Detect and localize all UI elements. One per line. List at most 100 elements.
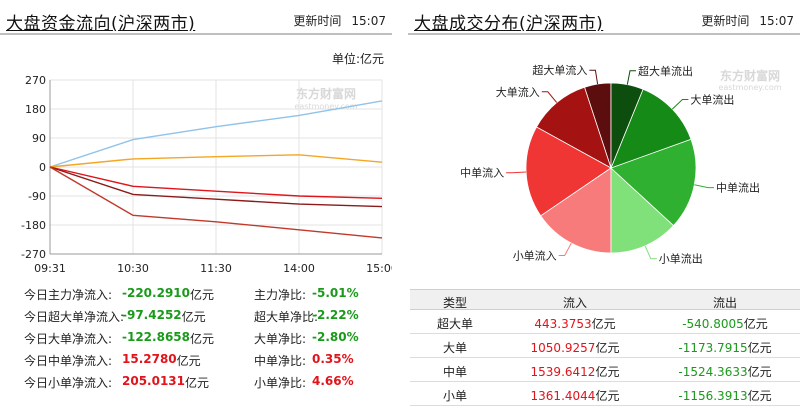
pie-label: 大单流入 [496, 85, 540, 99]
distribution-title[interactable]: 大盘成交分布(沪深两市) [414, 14, 604, 34]
table-row: 大单 1050.9257亿元 -1173.7915亿元 [410, 335, 800, 358]
y-tick-label: 90 [32, 132, 46, 145]
outflow-unit: 亿元 [747, 365, 772, 379]
header-divider [0, 33, 392, 35]
stat-ratio-value: 0.35% [312, 352, 354, 366]
pie-slice [535, 86, 612, 169]
pie-slice [610, 82, 644, 169]
table-header-cell: 类型 [442, 296, 467, 310]
table-cell-out: -1524.3633亿元 [650, 363, 800, 380]
stat-ratio-value: 4.66% [312, 374, 354, 388]
stat-label: 今日小单净流入: [24, 376, 113, 390]
stat-unit: 亿元 [185, 376, 210, 390]
watermark-text: 东方财富网 [720, 68, 780, 83]
stat-ratio-label: 大单净比: [254, 332, 307, 346]
table-cell-type: 中单 [442, 365, 467, 379]
stat-ratio-label: 小单净比: [254, 376, 307, 390]
pie-label: 小单流入 [513, 249, 557, 263]
table-cell-in: 443.3753亿元 [500, 315, 650, 332]
stat-ratio-label: 中单净比: [254, 354, 307, 368]
fund-flow-panel: 大盘资金流向(沪深两市) 更新时间 15:07 单位:亿元 东方财富网 eastmo… [0, 0, 392, 407]
stat-value: 205.0131 [122, 374, 186, 388]
table-cell-out: -1173.7915亿元 [650, 339, 800, 356]
stat-ratio-label: 主力净比: [254, 288, 307, 302]
stat-row: 今日小单净流入: 205.0131 亿元 小单净比: 4.66% [0, 370, 392, 392]
series-line-small [49, 100, 383, 168]
stat-ratio-value: -5.01% [312, 286, 359, 300]
table-cell-in: 1361.4044亿元 [500, 387, 650, 404]
x-tick-label: 11:30 [200, 262, 232, 275]
table-cell-in: 1050.9257亿元 [500, 339, 650, 356]
update-time-value: 15:07 [759, 14, 794, 28]
table-header-cell: 流出 [712, 296, 737, 310]
stat-value: 15.2780 [122, 352, 177, 366]
outflow-value: -1156.3913 [678, 389, 748, 403]
table-cell-in: 1539.6412亿元 [500, 363, 650, 380]
y-tick-label: 270 [25, 74, 46, 87]
x-tick-label: 10:30 [117, 262, 149, 275]
outflow-unit: 亿元 [743, 317, 768, 331]
stat-unit: 亿元 [176, 354, 201, 368]
stat-label: 今日中单净流入: [24, 354, 113, 368]
pie-label: 超大单流出 [638, 64, 693, 78]
unit-label: 单位:亿元 [331, 52, 384, 66]
pie-label: 大单流出 [690, 93, 734, 107]
inflow-value: 1539.6412 [530, 365, 596, 379]
outflow-unit: 亿元 [747, 341, 772, 355]
x-tick-label: 09:31 [34, 262, 66, 275]
update-time-value: 15:07 [351, 14, 386, 28]
fund-flow-title[interactable]: 大盘资金流向(沪深两市) [6, 14, 196, 34]
watermark-subtext: eastmoney.com [718, 83, 781, 92]
update-time-label: 更新时间 [701, 14, 750, 28]
watermark-text: 东方财富网 [296, 86, 356, 101]
table-cell-out: -540.8005亿元 [650, 315, 800, 332]
pie-leader-line [694, 184, 714, 189]
table-cell-out: -1156.3913亿元 [650, 387, 800, 404]
stat-ratio-value: -2.22% [312, 308, 359, 322]
inflow-value: 1050.9257 [530, 341, 596, 355]
table-cell-type: 小单 [442, 389, 467, 403]
stat-row: 今日大单净流入: -122.8658 亿元 大单净比: -2.80% [0, 326, 392, 348]
stat-label: 今日大单净流入: [24, 332, 113, 346]
y-tick-label: 180 [25, 103, 46, 116]
pie-leader-line [671, 99, 689, 110]
stat-label: 今日超大单净流入: [24, 310, 125, 324]
x-tick-label: 15:00 [366, 262, 392, 275]
stat-label: 今日主力净流入: [24, 288, 113, 302]
table-row: 超大单 443.3753亿元 -540.8005亿元 [410, 311, 800, 334]
pie-label: 中单流入 [460, 166, 504, 180]
stat-unit: 亿元 [190, 332, 215, 346]
update-time-label: 更新时间 [293, 14, 342, 28]
distribution-header: 大盘成交分布(沪深两市) 更新时间 15:07 [408, 0, 800, 35]
stat-row: 今日超大单净流入: -97.4252 亿元 超大单净比: -2.22% [0, 304, 392, 326]
pie-label: 小单流出 [659, 252, 703, 266]
inflow-unit: 亿元 [595, 341, 620, 355]
pie-leader-line [541, 91, 558, 103]
pie-leader-line [644, 245, 657, 260]
x-tick-label: 14:00 [283, 262, 315, 275]
pie-label: 超大单流入 [532, 63, 587, 77]
outflow-unit: 亿元 [747, 389, 772, 403]
inflow-value: 1361.4044 [530, 389, 596, 403]
watermark-subtext: eastmoney.com [294, 102, 357, 111]
stat-ratio-label: 超大单净比: [254, 310, 319, 324]
table-row: 小单 1361.4044亿元 -1156.3913亿元 [410, 383, 800, 406]
stat-row: 今日主力净流入: -220.2910 亿元 主力净比: -5.01% [0, 282, 392, 304]
pie-slice [610, 88, 692, 169]
pie-leader-line [558, 242, 572, 256]
y-tick-label: -270 [21, 248, 46, 261]
pie-leader-line [626, 70, 636, 85]
stat-unit: 亿元 [190, 288, 215, 302]
inflow-unit: 亿元 [591, 317, 616, 331]
inflow-unit: 亿元 [595, 389, 620, 403]
series-line-super_large [49, 166, 383, 199]
series-line-main [49, 166, 383, 239]
y-tick-label: -180 [21, 219, 46, 232]
pie-slice [540, 167, 612, 254]
table-cell-type: 大单 [442, 341, 467, 355]
stat-row: 今日中单净流入: 15.2780 亿元 中单净比: 0.35% [0, 348, 392, 370]
inflow-value: 443.3753 [534, 317, 592, 331]
stat-value: -220.2910 [122, 286, 190, 300]
pie-leader-line [589, 69, 599, 85]
